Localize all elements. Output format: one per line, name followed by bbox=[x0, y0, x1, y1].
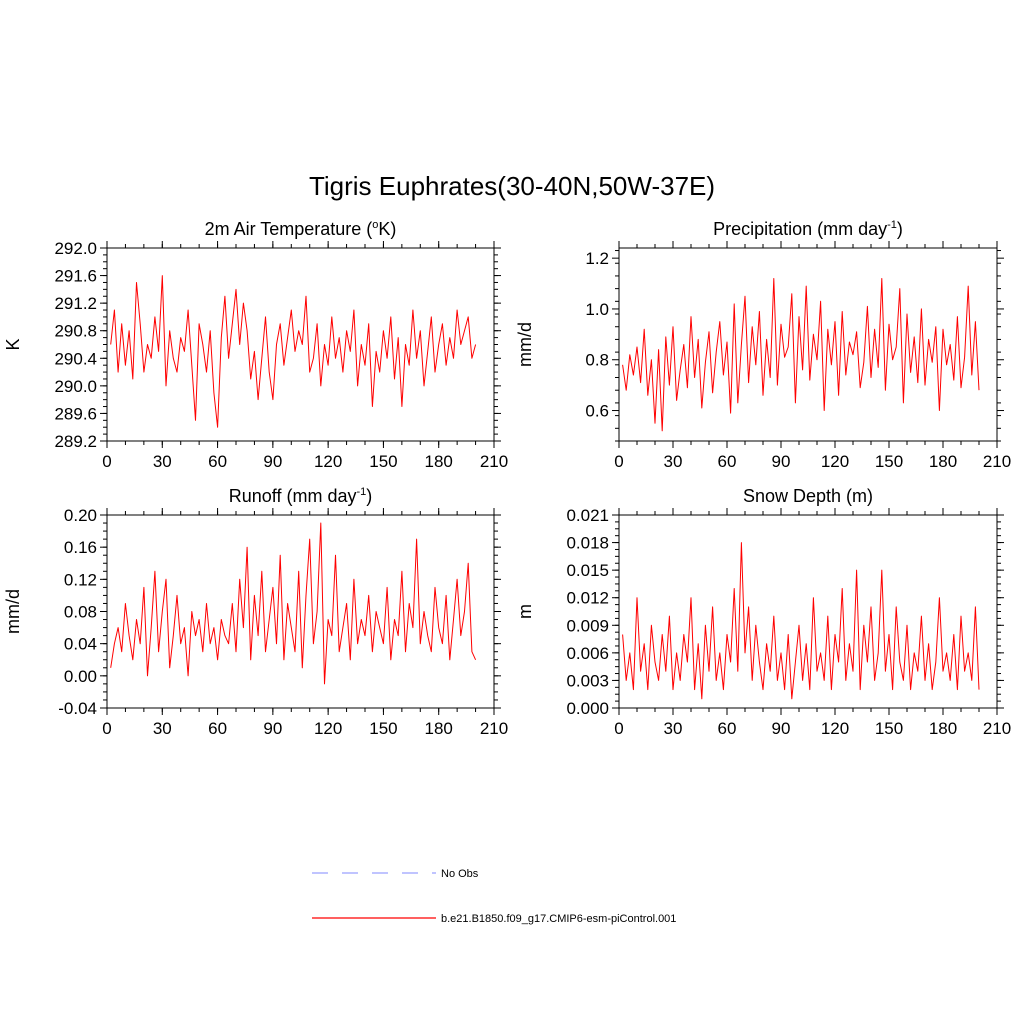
air-temperature-series-line bbox=[110, 275, 477, 428]
snow-depth-y-tick-label: 0.018 bbox=[566, 534, 609, 553]
precipitation-x-tick-label: 0 bbox=[614, 452, 623, 471]
runoff-y-tick-label: 0.00 bbox=[64, 667, 97, 686]
precipitation-series-line bbox=[622, 278, 980, 432]
air-temperature-x-tick-label: 60 bbox=[208, 452, 227, 471]
runoff-y-tick-label: 0.12 bbox=[64, 570, 97, 589]
legend: No Obs b.e21.B1850.f09_g17.CMIP6-esm-piC… bbox=[312, 868, 676, 925]
air-temperature-x-tick-label: 0 bbox=[102, 452, 111, 471]
panel-air-temperature: 2m Air Temperature (oK) K 0 30 60 90 120 150 180… bbox=[3, 219, 508, 471]
snow-depth-y-tick-label: 0.021 bbox=[566, 506, 609, 525]
panel-runoff: Runoff (mm day-1) mm/d 0 30 60 90 120 150 180 210… bbox=[3, 486, 508, 738]
snow-depth-y-tick-label: 0.009 bbox=[566, 616, 609, 635]
precipitation-plot-frame bbox=[618, 247, 998, 442]
air-temperature-y-tick-label: 290.0 bbox=[54, 377, 97, 396]
snow-depth-x-tick-label: 60 bbox=[718, 719, 737, 738]
precipitation-x-tick-label: 120 bbox=[821, 452, 849, 471]
air-temperature-y-axis-label: K bbox=[3, 338, 23, 350]
snow-depth-y-tick-label: 0.003 bbox=[566, 671, 609, 690]
snow-depth-x-tick-label: 150 bbox=[875, 719, 903, 738]
panel-snow-depth: Snow Depth (m) m 0 30 60 90 120 150 180 210 0.000 0… bbox=[515, 486, 1011, 738]
runoff-y-axis-label: mm/d bbox=[3, 589, 23, 634]
precipitation-y-tick-label: 1.0 bbox=[585, 300, 609, 319]
runoff-x-tick-label: 60 bbox=[208, 719, 227, 738]
runoff-x-tick-label: 120 bbox=[314, 719, 342, 738]
snow-depth-y-tick-label: 0.006 bbox=[566, 644, 609, 663]
air-temperature-panel-title: 2m Air Temperature (oK) bbox=[205, 219, 397, 239]
air-temperature-x-tick-label: 210 bbox=[480, 452, 508, 471]
runoff-y-tick-label: 0.08 bbox=[64, 603, 97, 622]
runoff-x-tick-label: 30 bbox=[153, 719, 172, 738]
air-temperature-x-tick-label: 30 bbox=[153, 452, 172, 471]
snow-depth-series-line bbox=[622, 542, 980, 700]
legend-model-label: b.e21.B1850.f09_g17.CMIP6-esm-piControl.… bbox=[441, 913, 676, 925]
legend-obs-label: No Obs bbox=[441, 868, 479, 880]
air-temperature-x-tick-label: 120 bbox=[314, 452, 342, 471]
runoff-series-line bbox=[110, 522, 477, 685]
panel-precipitation: Precipitation (mm day-1) mm/d 0 30 60 90 120 15… bbox=[515, 219, 1011, 471]
runoff-x-tick-label: 90 bbox=[263, 719, 282, 738]
snow-depth-x-tick-label: 120 bbox=[821, 719, 849, 738]
runoff-panel-title: Runoff (mm day-1) bbox=[229, 486, 373, 506]
figure-title: Tigris Euphrates(30-40N,50W-37E) bbox=[309, 171, 715, 201]
precipitation-x-tick-label: 90 bbox=[772, 452, 791, 471]
runoff-x-tick-label: 180 bbox=[425, 719, 453, 738]
snow-depth-x-tick-label: 180 bbox=[929, 719, 957, 738]
precipitation-x-tick-label: 60 bbox=[718, 452, 737, 471]
snow-depth-y-tick-label: 0.015 bbox=[566, 561, 609, 580]
air-temperature-y-tick-label: 289.6 bbox=[54, 404, 97, 423]
precipitation-y-tick-label: 0.8 bbox=[585, 351, 609, 370]
air-temperature-y-tick-label: 291.6 bbox=[54, 267, 97, 286]
air-temperature-x-tick-label: 150 bbox=[369, 452, 397, 471]
runoff-y-tick-label: 0.16 bbox=[64, 538, 97, 557]
snow-depth-panel-title: Snow Depth (m) bbox=[743, 486, 873, 506]
precipitation-x-tick-label: 210 bbox=[983, 452, 1011, 471]
precipitation-y-tick-label: 1.2 bbox=[585, 249, 609, 268]
runoff-x-tick-label: 210 bbox=[480, 719, 508, 738]
runoff-y-tick-label: 0.04 bbox=[64, 635, 97, 654]
precipitation-x-tick-label: 150 bbox=[875, 452, 903, 471]
snow-depth-y-tick-label: 0.012 bbox=[566, 589, 609, 608]
air-temperature-y-tick-label: 290.8 bbox=[54, 322, 97, 341]
snow-depth-x-tick-label: 90 bbox=[772, 719, 791, 738]
precipitation-y-axis-label: mm/d bbox=[515, 322, 535, 367]
runoff-y-tick-label: 0.20 bbox=[64, 506, 97, 525]
air-temperature-y-tick-label: 291.2 bbox=[54, 294, 97, 313]
air-temperature-y-tick-label: 289.2 bbox=[54, 432, 97, 451]
snow-depth-x-tick-label: 210 bbox=[983, 719, 1011, 738]
precipitation-x-tick-label: 180 bbox=[929, 452, 957, 471]
air-temperature-y-tick-label: 290.4 bbox=[54, 349, 97, 368]
precipitation-panel-title: Precipitation (mm day-1) bbox=[713, 219, 903, 239]
air-temperature-x-tick-label: 90 bbox=[263, 452, 282, 471]
snow-depth-x-tick-label: 30 bbox=[664, 719, 683, 738]
runoff-x-tick-label: 150 bbox=[369, 719, 397, 738]
air-temperature-x-tick-label: 180 bbox=[425, 452, 453, 471]
snow-depth-x-tick-label: 0 bbox=[614, 719, 623, 738]
runoff-x-tick-label: 0 bbox=[102, 719, 111, 738]
snow-depth-y-axis-label: m bbox=[515, 604, 535, 619]
snow-depth-y-tick-label: 0.000 bbox=[566, 699, 609, 718]
precipitation-x-tick-label: 30 bbox=[664, 452, 683, 471]
runoff-y-tick-label: -0.04 bbox=[58, 699, 97, 718]
air-temperature-y-tick-label: 292.0 bbox=[54, 239, 97, 258]
precipitation-y-tick-label: 0.6 bbox=[585, 402, 609, 421]
